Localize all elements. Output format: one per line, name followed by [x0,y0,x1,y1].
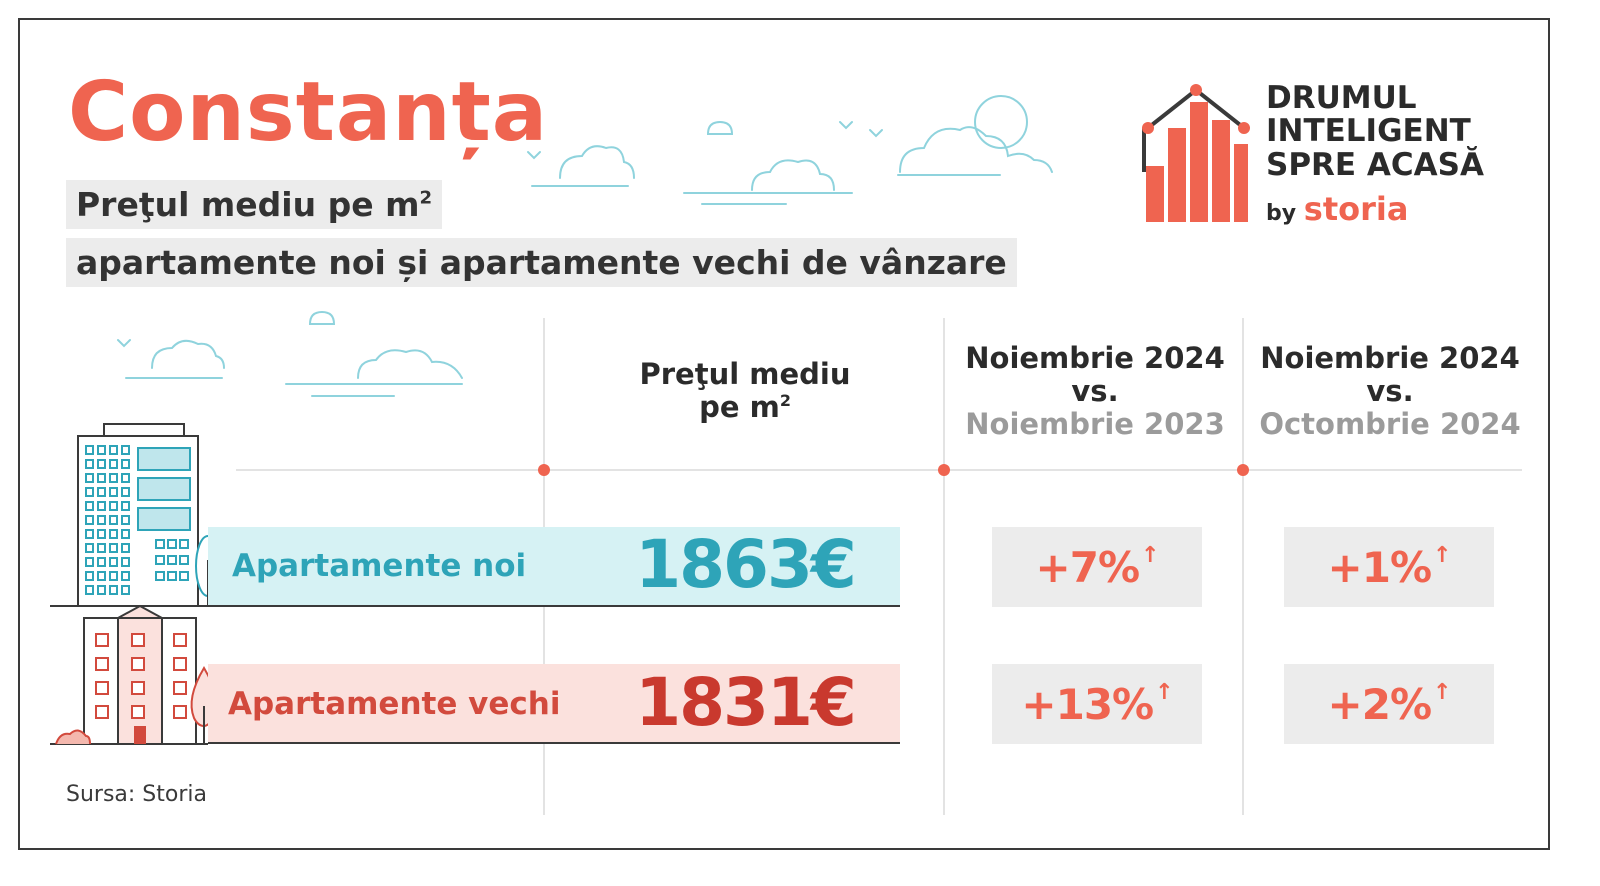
column-header-mom: Noiembrie 2024 vs. Octombrie 2024 [1259,341,1521,442]
column-header-price: Preţul mediu pe m2 [639,357,851,425]
column-header-yoy: Noiembrie 2024 vs. Noiembrie 2023 [965,341,1225,442]
price-new-apartments: 1863€ [635,526,857,603]
row-band-old-apartments [208,664,900,744]
arrow-up-icon: ↑ [1433,543,1451,568]
change-yoy-old: +13% ↑ [992,664,1202,744]
clouds-decoration [117,95,1053,397]
logo-brand: by storia [1266,190,1409,228]
change-mom-new: +1% ↑ [1284,527,1494,607]
subtitle-line-1: Preţul mediu pe m2 [66,180,443,230]
arrow-up-icon: ↑ [1433,680,1451,705]
price-old-apartments: 1831€ [635,664,857,741]
row-label-new-apartments: Apartamente noi [232,548,527,584]
subtitle-line-2: apartamente noi și apartamente vechi de … [66,238,1017,288]
house-chart-logo-icon [1142,84,1250,222]
change-mom-old: +2% ↑ [1284,664,1494,744]
arrow-up-icon: ↑ [1155,680,1173,705]
storia-wordmark: storia [1303,190,1409,228]
logo-tagline: DRUMUL INTELIGENT SPRE ACASĂ [1266,80,1484,183]
old-building-icon [55,604,218,745]
row-band-new-apartments [208,527,900,607]
change-yoy-new: +7% ↑ [992,527,1202,607]
row-label-old-apartments: Apartamente vechi [228,686,561,722]
arrow-up-icon: ↑ [1141,543,1159,568]
page-title: Constanța [68,65,549,160]
infographic-frame [18,18,1550,850]
new-building-icon [77,423,221,607]
source-note: Sursa: Storia [66,782,207,807]
